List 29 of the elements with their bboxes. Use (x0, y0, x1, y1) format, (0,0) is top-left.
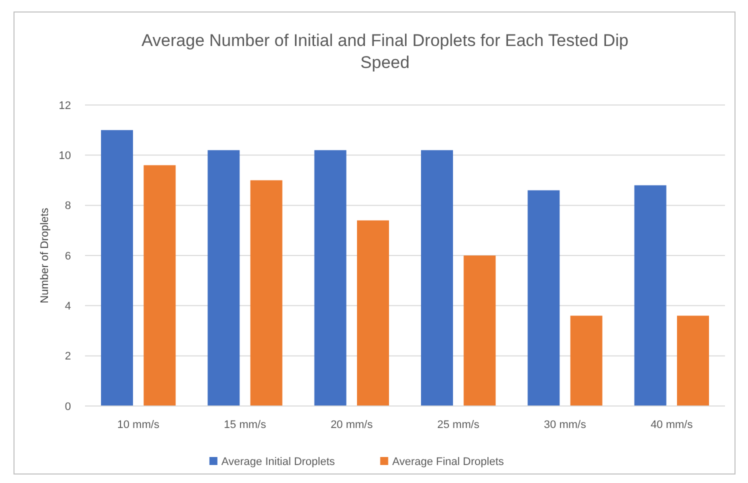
bar (144, 165, 176, 406)
x-tick-label: 20 mm/s (330, 419, 374, 431)
bar (208, 150, 240, 406)
bar (314, 150, 346, 406)
bar (421, 150, 453, 406)
x-tick-label: 10 mm/s (117, 419, 160, 431)
legend-label: Average Initial Droplets (221, 456, 336, 468)
bar (570, 316, 602, 406)
x-tick-label: 40 mm/s (650, 419, 694, 431)
bar (634, 185, 666, 406)
x-tick-label: 15 mm/s (224, 419, 267, 431)
x-tick-label: 30 mm/s (544, 419, 587, 431)
chart-title: Average Number of Initial and Final Droplets for Each Tested Dip Speed (142, 31, 628, 72)
y-tick-label: 6 (64, 250, 71, 262)
y-axis-title: Number of Droplets (39, 207, 51, 304)
bar (250, 180, 282, 406)
y-tick-label: 10 (58, 150, 71, 162)
y-tick-label: 0 (64, 400, 71, 413)
y-tick-label: 12 (58, 100, 71, 112)
y-tick-label: 4 (64, 300, 71, 313)
bar (677, 316, 709, 406)
bar (357, 220, 389, 406)
y-tick-label: 2 (64, 350, 71, 363)
bar (101, 130, 133, 406)
bar (464, 256, 496, 406)
bar (528, 190, 560, 406)
x-tick-label: 25 mm/s (437, 419, 480, 431)
legend-label: Average Final Droplets (392, 456, 504, 468)
y-tick-label: 8 (64, 200, 71, 212)
